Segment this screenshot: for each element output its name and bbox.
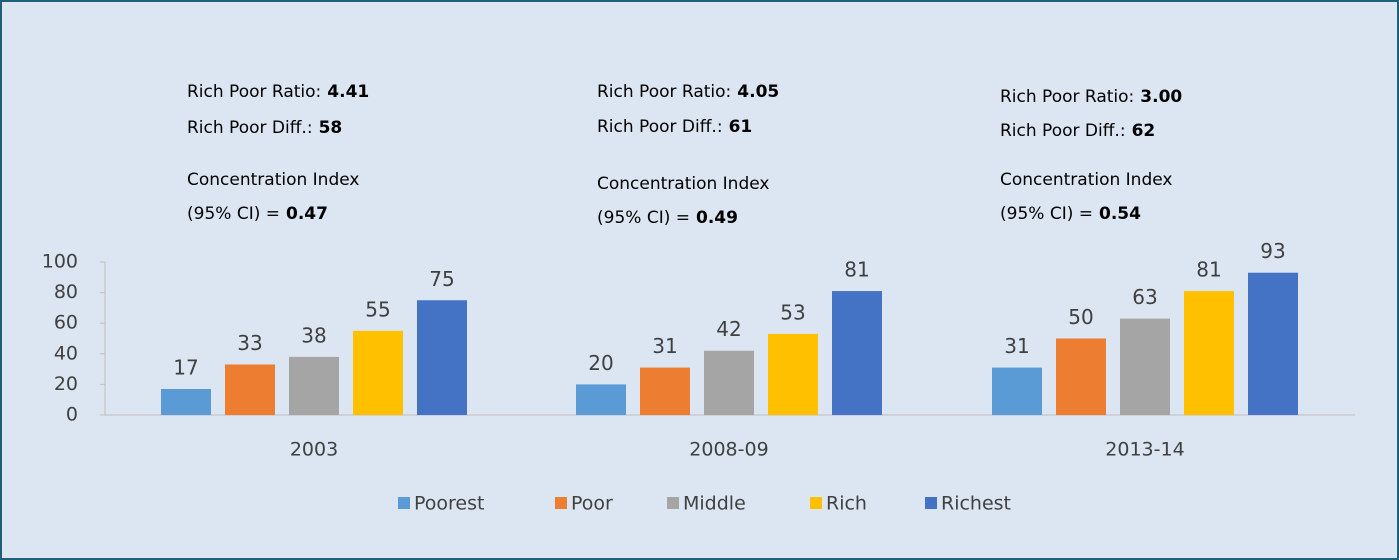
y-tick-label: 0 bbox=[66, 404, 78, 426]
legend-swatch bbox=[667, 497, 679, 509]
x-tick-label: 2008-09 bbox=[689, 439, 768, 461]
rich-poor-diff-part: Rich Poor Diff.: bbox=[597, 117, 723, 137]
data-label: 50 bbox=[1068, 305, 1093, 329]
data-label: 20 bbox=[588, 351, 613, 375]
legend-label: Poorest bbox=[414, 493, 484, 515]
legend-swatch bbox=[810, 497, 822, 509]
rich-poor-diff-part: 58 bbox=[319, 118, 343, 138]
rich-poor-ratio-part: 3.00 bbox=[1140, 87, 1182, 107]
y-tick-label: 40 bbox=[54, 342, 78, 364]
data-label: 31 bbox=[652, 334, 677, 358]
data-label: 63 bbox=[1132, 285, 1157, 309]
concentration-index-part: (95% CI) = bbox=[1000, 204, 1093, 224]
concentration-index-label-part: Concentration Index bbox=[187, 170, 359, 190]
bar bbox=[417, 300, 467, 415]
legend-label: Poor bbox=[571, 493, 613, 515]
concentration-index: (95% CI) = 0.47 bbox=[187, 204, 328, 224]
bar bbox=[704, 350, 754, 415]
rich-poor-diff-part: 62 bbox=[1132, 121, 1156, 141]
data-label: 42 bbox=[716, 317, 741, 341]
legend-swatch bbox=[398, 497, 410, 509]
bar bbox=[353, 330, 403, 415]
y-tick-label: 20 bbox=[54, 373, 78, 395]
rich-poor-ratio-part: Rich Poor Ratio: bbox=[187, 82, 321, 102]
rich-poor-diff: Rich Poor Diff.: 58 bbox=[187, 118, 342, 138]
rich-poor-diff-part: 61 bbox=[729, 117, 753, 137]
data-label: 81 bbox=[844, 258, 869, 282]
x-tick-label: 2013-14 bbox=[1105, 439, 1184, 461]
bar bbox=[992, 367, 1042, 415]
rich-poor-ratio: Rich Poor Ratio: 4.41 bbox=[187, 82, 369, 102]
data-label: 38 bbox=[301, 323, 326, 347]
data-label: 93 bbox=[1260, 239, 1285, 263]
data-label: 53 bbox=[780, 300, 805, 324]
bar bbox=[576, 384, 626, 415]
concentration-index: (95% CI) = 0.54 bbox=[1000, 204, 1141, 224]
data-label: 81 bbox=[1196, 258, 1221, 282]
bar bbox=[161, 388, 211, 415]
legend-label: Middle bbox=[683, 493, 746, 515]
bar bbox=[1248, 272, 1298, 415]
y-tick-label: 60 bbox=[54, 312, 78, 334]
bar bbox=[832, 291, 882, 415]
data-label: 75 bbox=[429, 267, 454, 291]
legend-label: Richest bbox=[941, 493, 1011, 515]
legend-label: Rich bbox=[826, 493, 867, 515]
concentration-index-label: Concentration Index bbox=[187, 170, 359, 190]
rich-poor-diff: Rich Poor Diff.: 61 bbox=[597, 117, 752, 137]
y-tick-label: 100 bbox=[42, 251, 78, 273]
bar bbox=[289, 356, 339, 415]
rich-poor-diff-part: Rich Poor Diff.: bbox=[187, 118, 313, 138]
rich-poor-ratio: Rich Poor Ratio: 3.00 bbox=[1000, 87, 1182, 107]
x-tick-label: 2003 bbox=[290, 439, 338, 461]
concentration-index-part: (95% CI) = bbox=[597, 208, 690, 228]
rich-poor-ratio: Rich Poor Ratio: 4.05 bbox=[597, 82, 779, 102]
bar bbox=[1120, 318, 1170, 415]
concentration-index-label-part: Concentration Index bbox=[1000, 170, 1172, 190]
concentration-index-part: 0.47 bbox=[286, 204, 328, 224]
bar bbox=[225, 364, 275, 415]
rich-poor-ratio-part: Rich Poor Ratio: bbox=[1000, 87, 1134, 107]
bar bbox=[768, 333, 818, 415]
rich-poor-diff-part: Rich Poor Diff.: bbox=[1000, 121, 1126, 141]
data-label: 17 bbox=[173, 355, 198, 379]
concentration-index-part: 0.54 bbox=[1099, 204, 1141, 224]
concentration-index: (95% CI) = 0.49 bbox=[597, 208, 738, 228]
bar bbox=[1184, 291, 1234, 415]
concentration-index-label: Concentration Index bbox=[1000, 170, 1172, 190]
concentration-index-label-part: Concentration Index bbox=[597, 174, 769, 194]
data-label: 33 bbox=[237, 331, 262, 355]
bar bbox=[640, 367, 690, 415]
concentration-index-part: (95% CI) = bbox=[187, 204, 280, 224]
y-tick-label: 80 bbox=[54, 281, 78, 303]
legend-swatch bbox=[925, 497, 937, 509]
bar bbox=[1056, 338, 1106, 415]
concentration-index-label: Concentration Index bbox=[597, 174, 769, 194]
data-label: 31 bbox=[1004, 334, 1029, 358]
rich-poor-ratio-part: Rich Poor Ratio: bbox=[597, 82, 731, 102]
concentration-index-part: 0.49 bbox=[696, 208, 738, 228]
legend-swatch bbox=[555, 497, 567, 509]
data-label: 55 bbox=[365, 297, 390, 321]
rich-poor-diff: Rich Poor Diff.: 62 bbox=[1000, 121, 1155, 141]
rich-poor-ratio-part: 4.41 bbox=[327, 82, 369, 102]
rich-poor-ratio-part: 4.05 bbox=[737, 82, 779, 102]
